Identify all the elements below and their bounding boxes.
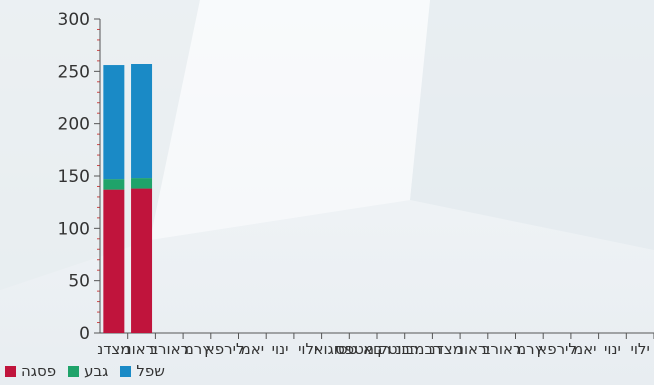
y-tick-label-0: 0 <box>79 324 90 344</box>
x-tick-label-6: ינוי <box>272 340 289 358</box>
x-tick-label-7: ילוי <box>298 340 317 358</box>
chart-legend: פסגה גבע שפל <box>5 362 165 380</box>
legend-swatch-series-3 <box>120 365 132 377</box>
bar-segment-1-series-3 <box>131 64 153 179</box>
x-tick-label-11: רבמבונ <box>396 340 442 358</box>
x-tick-label-4: לירפא <box>205 340 245 358</box>
x-tick-label-13: יראונ <box>458 340 490 358</box>
x-tick-label-14: ראורב <box>482 340 522 358</box>
x-tick-label-9: רבמטפס <box>335 340 391 358</box>
y-tick-label-1: 50 <box>68 272 90 292</box>
legend-item-series-2[interactable]: גבע <box>68 362 108 380</box>
x-tick-label-18: ינוי <box>604 340 621 358</box>
x-tick-label-1: יראונ <box>126 340 158 358</box>
legend-swatch-series-2 <box>68 365 80 377</box>
y-tick-label-2: 100 <box>58 219 90 239</box>
x-tick-label-15: ץרמ <box>516 340 543 358</box>
bar-segment-1-series-1 <box>131 188 153 333</box>
bar-segment-0-series-2 <box>103 179 125 190</box>
x-tick-label-0: מצדנ <box>97 340 130 358</box>
y-tick-label-4: 200 <box>58 115 90 135</box>
legend-label-series-3: שפל <box>136 362 165 380</box>
bar-segment-0-series-1 <box>103 189 125 333</box>
legend-item-series-1[interactable]: פסגה <box>5 362 56 380</box>
y-tick-label-3: 150 <box>58 167 90 187</box>
y-tick-label-5: 250 <box>58 62 90 82</box>
legend-item-series-3[interactable]: שפל <box>120 362 165 380</box>
legend-swatch-series-1 <box>5 365 16 377</box>
y-tick-label-6: 300 <box>58 10 90 30</box>
legend-label-series-1: פסגה <box>21 362 57 380</box>
x-tick-label-16: לירפא <box>537 340 577 358</box>
x-tick-label-19: ילוי <box>630 340 649 358</box>
x-tick-label-2: ראורב <box>149 340 189 358</box>
x-tick-label-8: טסוגוא <box>314 340 358 358</box>
x-tick-label-5: יאמ <box>241 340 265 358</box>
bar-segment-1-series-2 <box>131 178 153 189</box>
x-tick-label-17: יאמ <box>573 340 597 358</box>
legend-label-series-2: גבע <box>84 362 109 380</box>
bar-segment-0-series-3 <box>103 65 125 180</box>
x-tick-label-12: מצדנ <box>430 340 463 358</box>
x-tick-label-3: ץרמ <box>184 340 211 358</box>
x-tick-label-10: רבוטקוא <box>363 340 419 358</box>
